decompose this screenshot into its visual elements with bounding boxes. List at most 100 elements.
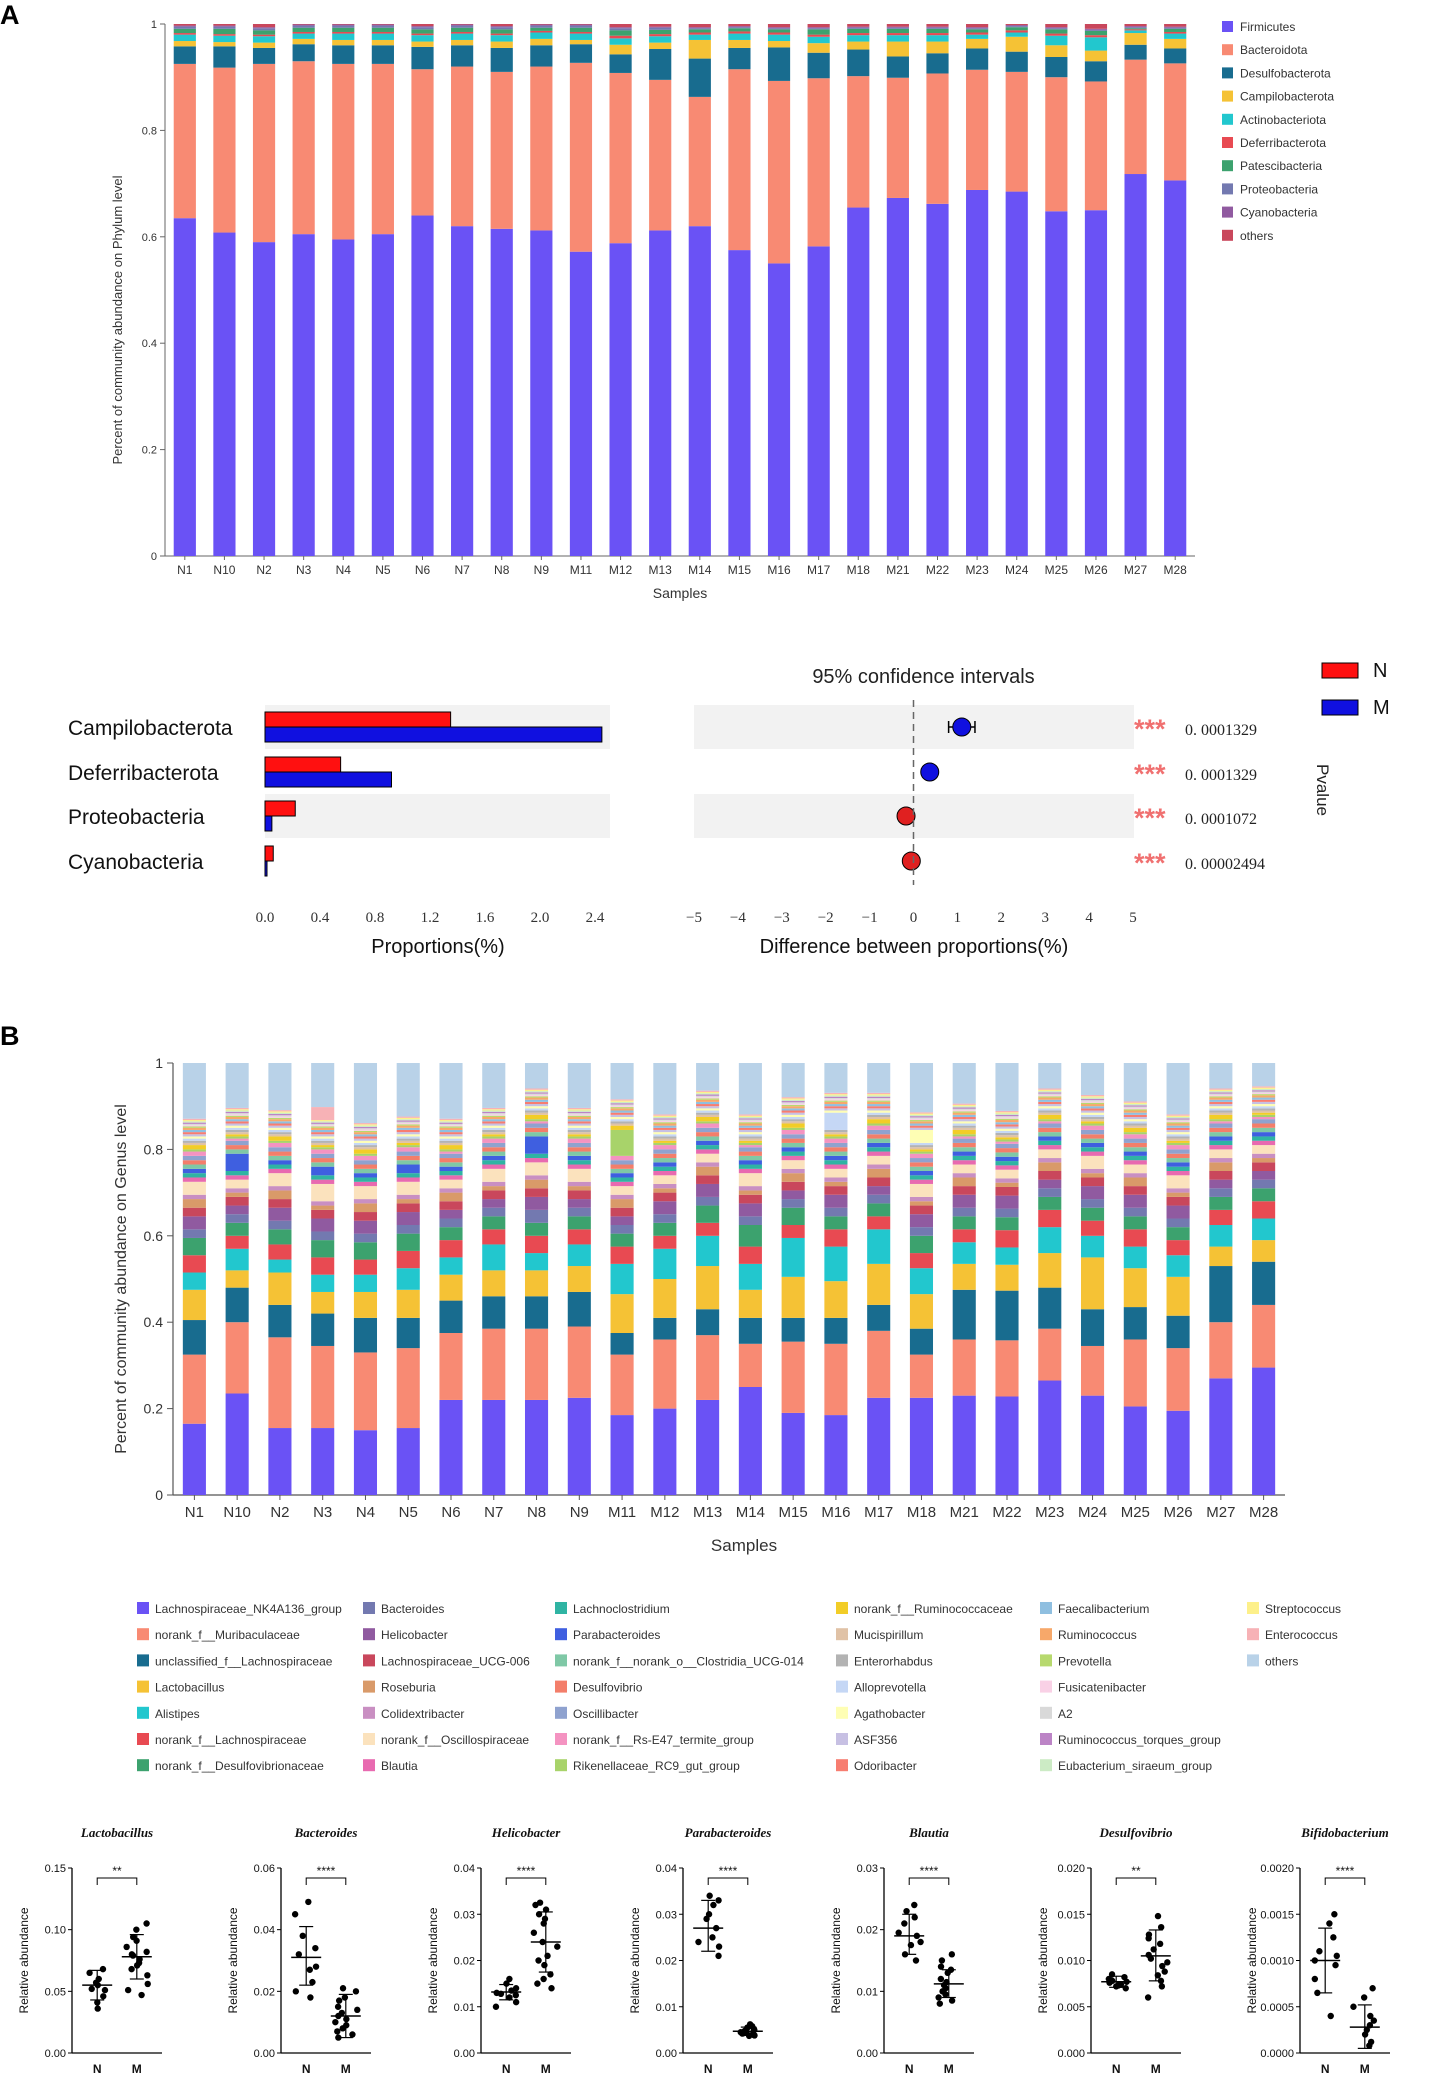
genus-bar-segment xyxy=(311,1345,335,1429)
genus-bar-segment xyxy=(653,1125,677,1128)
dotplot-point xyxy=(129,1952,137,1959)
genus-bar-segment xyxy=(909,1127,934,1130)
genus-bar-segment xyxy=(1123,1406,1147,1495)
genus-bar-segment xyxy=(781,1121,805,1124)
genus-bar-segment xyxy=(952,1395,976,1495)
genus-legend-label: norank_f__Ruminococcaceae xyxy=(854,1602,1013,1616)
genus-legend-swatch xyxy=(1040,1759,1052,1772)
genus-bar-segment xyxy=(311,1166,335,1176)
dotplot-significance-label: **** xyxy=(719,1864,738,1878)
genus-bar-segment xyxy=(781,1123,805,1128)
phylum-bar-segment xyxy=(332,63,355,240)
dotplot-significance-bracket xyxy=(908,1877,950,1885)
genus-bar-segment xyxy=(696,1309,720,1336)
genus-bar-segment xyxy=(610,1263,634,1295)
genus-bar-segment xyxy=(524,1235,549,1254)
genus-bar-segment xyxy=(696,1127,720,1133)
genus-bar-segment xyxy=(1166,1132,1190,1135)
genus-legend-label: Oscillibacter xyxy=(573,1707,638,1721)
genus-bar-segment xyxy=(867,1119,891,1124)
genus-bar-segment xyxy=(1252,1108,1276,1111)
genus-bar-segment xyxy=(610,1119,634,1122)
phylum-bar-segment xyxy=(1124,59,1147,175)
phylum-y-tick-label: 0.8 xyxy=(142,125,157,137)
genus-bar-segment xyxy=(311,1428,335,1495)
genus-bar-segment xyxy=(439,1126,463,1128)
genus-bar-segment xyxy=(225,1149,249,1154)
genus-bar-segment xyxy=(1252,1119,1276,1124)
genus-bar-segment xyxy=(182,1151,206,1156)
genus-bar-segment xyxy=(1209,1099,1233,1102)
genus-bar-segment xyxy=(439,1140,463,1143)
genus-bar-segment xyxy=(1038,1123,1062,1128)
genus-bar-segment xyxy=(396,1194,420,1200)
genus-bar-segment xyxy=(909,1121,934,1124)
genus-bar-segment xyxy=(439,1188,463,1193)
genus-bar-segment xyxy=(738,1117,762,1119)
genus-bar-segment xyxy=(1080,1063,1105,1095)
genus-bar-segment xyxy=(909,1145,934,1148)
genus-bar-segment xyxy=(567,1109,591,1111)
genus-bar-segment xyxy=(1252,1140,1276,1146)
genus-bar-segment xyxy=(696,1110,720,1113)
genus-bar-segment xyxy=(268,1140,292,1143)
genus-bar-segment xyxy=(353,1212,378,1221)
genus-bar-segment xyxy=(995,1230,1019,1248)
genus-bar-segment xyxy=(1080,1104,1105,1107)
stamp-category-label: Proteobacteria xyxy=(68,806,205,829)
phylum-bar-segment xyxy=(213,24,236,26)
genus-legend-label: Eubacterium_siraeum_group xyxy=(1058,1759,1212,1773)
genus-bar-segment xyxy=(1038,1209,1062,1228)
genus-bar-segment xyxy=(610,1173,634,1178)
genus-bar-segment xyxy=(1166,1188,1190,1193)
dotplot-point xyxy=(292,1988,300,1995)
genus-bar-segment xyxy=(610,1160,634,1165)
genus-bar-segment xyxy=(1209,1127,1233,1133)
genus-bar-segment xyxy=(1252,1099,1276,1102)
genus-bar-segment xyxy=(867,1142,891,1148)
genus-bar-segment xyxy=(567,1164,591,1169)
genus-bar-segment xyxy=(567,1186,591,1191)
genus-bar-segment xyxy=(781,1102,805,1104)
genus-bar-segment xyxy=(225,1110,249,1112)
genus-x-tick-label: N7 xyxy=(484,1504,503,1521)
genus-bar-segment xyxy=(311,1149,335,1154)
genus-bar-segment xyxy=(995,1148,1019,1153)
dotplot-point xyxy=(895,1929,902,1936)
genus-legend-label: Enterococcus xyxy=(1265,1628,1338,1642)
genus-legend-swatch xyxy=(1247,1654,1259,1667)
genus-bar-segment xyxy=(225,1270,249,1288)
genus-bar-segment xyxy=(482,1151,506,1156)
dotplot-point xyxy=(305,1898,312,1906)
genus-bar-segment xyxy=(1166,1118,1190,1120)
genus-bar-segment xyxy=(653,1138,677,1141)
genus-y-tick-label: 0.2 xyxy=(144,1401,164,1417)
genus-bar-segment xyxy=(1252,1117,1276,1120)
genus-x-tick-label: M14 xyxy=(736,1504,765,1521)
genus-bar-segment xyxy=(909,1112,934,1114)
phylum-bar-segment xyxy=(252,30,276,35)
genus-bar-segment xyxy=(439,1171,463,1176)
genus-bar-segment xyxy=(1080,1235,1105,1258)
dotplot-group-label-m: M xyxy=(944,2062,954,2076)
phylum-bar-segment xyxy=(490,29,513,34)
genus-bar-segment xyxy=(182,1155,206,1161)
phylum-bar-segment xyxy=(411,24,434,27)
genus-bar-segment xyxy=(995,1396,1019,1495)
genus-bar-segment xyxy=(396,1120,420,1122)
phylum-bar-segment xyxy=(847,41,870,50)
phylum-bar-segment xyxy=(728,28,751,32)
genus-bar-segment xyxy=(610,1207,634,1217)
stamp-bar-m xyxy=(264,726,603,743)
genus-bar-segment xyxy=(396,1289,420,1318)
phylum-bar-segment xyxy=(371,234,394,556)
genus-bar-segment xyxy=(1038,1145,1062,1150)
genus-bar-segment xyxy=(524,1094,549,1097)
phylum-x-tick-label: M25 xyxy=(1045,563,1069,577)
phylum-bar-segment xyxy=(847,26,870,28)
genus-bar-segment xyxy=(225,1115,249,1117)
genus-bar-segment xyxy=(1080,1138,1105,1143)
dotplot-title: Lactobacillus xyxy=(80,1825,153,1840)
genus-legend-label: Ruminococcus xyxy=(1058,1628,1137,1642)
genus-bar-segment xyxy=(353,1126,378,1129)
